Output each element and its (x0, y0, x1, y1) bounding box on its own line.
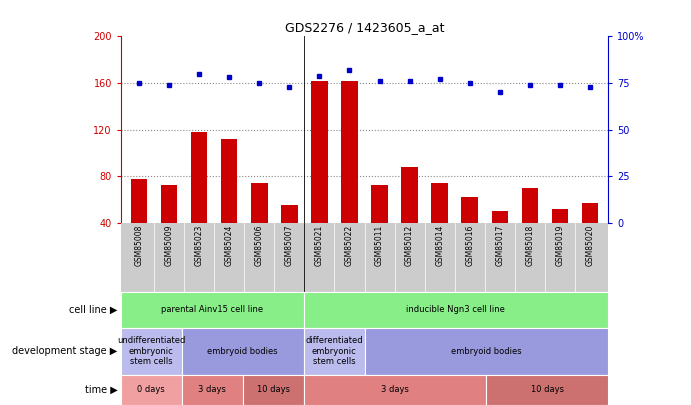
Bar (121, 292, 303, 328)
Bar (431, 183, 448, 223)
Bar (191, 132, 207, 223)
Title: GDS2276 / 1423605_a_at: GDS2276 / 1423605_a_at (285, 21, 444, 34)
Text: GSM85014: GSM85014 (435, 225, 444, 266)
Bar (303, 375, 486, 405)
Bar (365, 328, 608, 375)
Text: embryoid bodies: embryoid bodies (207, 347, 278, 356)
Text: GSM85018: GSM85018 (525, 225, 534, 266)
Bar (121, 375, 182, 405)
Bar (401, 167, 418, 223)
Bar (341, 81, 358, 223)
Bar (551, 209, 568, 223)
Bar (221, 139, 238, 223)
Text: development stage ▶: development stage ▶ (12, 346, 117, 356)
Text: GSM85012: GSM85012 (405, 225, 414, 266)
Text: 10 days: 10 days (256, 385, 290, 394)
Text: embryoid bodies: embryoid bodies (451, 347, 522, 356)
Bar (243, 375, 303, 405)
Bar (582, 203, 598, 223)
Text: GSM85016: GSM85016 (465, 225, 474, 266)
Text: GSM85006: GSM85006 (255, 225, 264, 266)
Text: time ▶: time ▶ (85, 385, 117, 395)
Bar (311, 81, 328, 223)
Bar (131, 179, 147, 223)
Text: 3 days: 3 days (381, 385, 409, 394)
Bar (182, 328, 303, 375)
Text: GSM85024: GSM85024 (225, 225, 234, 266)
Text: GSM85017: GSM85017 (495, 225, 504, 266)
Text: GSM85009: GSM85009 (164, 225, 173, 266)
Text: GSM85023: GSM85023 (195, 225, 204, 266)
Text: 0 days: 0 days (138, 385, 165, 394)
Text: parental Ainv15 cell line: parental Ainv15 cell line (161, 305, 263, 314)
Text: cell line ▶: cell line ▶ (69, 305, 117, 315)
Bar (161, 185, 178, 223)
Text: undifferentiated
embryonic
stem cells: undifferentiated embryonic stem cells (117, 337, 186, 366)
Text: inducible Ngn3 cell line: inducible Ngn3 cell line (406, 305, 505, 314)
Text: GSM85007: GSM85007 (285, 225, 294, 266)
Text: GSM85022: GSM85022 (345, 225, 354, 266)
Bar (182, 375, 243, 405)
Bar (522, 188, 538, 223)
Bar (462, 197, 478, 223)
Bar (303, 292, 608, 328)
Text: GSM85008: GSM85008 (135, 225, 144, 266)
Text: differentiated
embryonic
stem cells: differentiated embryonic stem cells (305, 337, 363, 366)
Bar (251, 183, 267, 223)
Bar (371, 185, 388, 223)
Text: GSM85020: GSM85020 (585, 225, 594, 266)
Text: 3 days: 3 days (198, 385, 226, 394)
Text: GSM85021: GSM85021 (315, 225, 324, 266)
Bar (121, 328, 182, 375)
Text: GSM85019: GSM85019 (556, 225, 565, 266)
Text: GSM85011: GSM85011 (375, 225, 384, 266)
Bar (281, 205, 298, 223)
Bar (303, 328, 365, 375)
Bar (491, 211, 508, 223)
Text: 10 days: 10 days (531, 385, 564, 394)
Bar (486, 375, 608, 405)
